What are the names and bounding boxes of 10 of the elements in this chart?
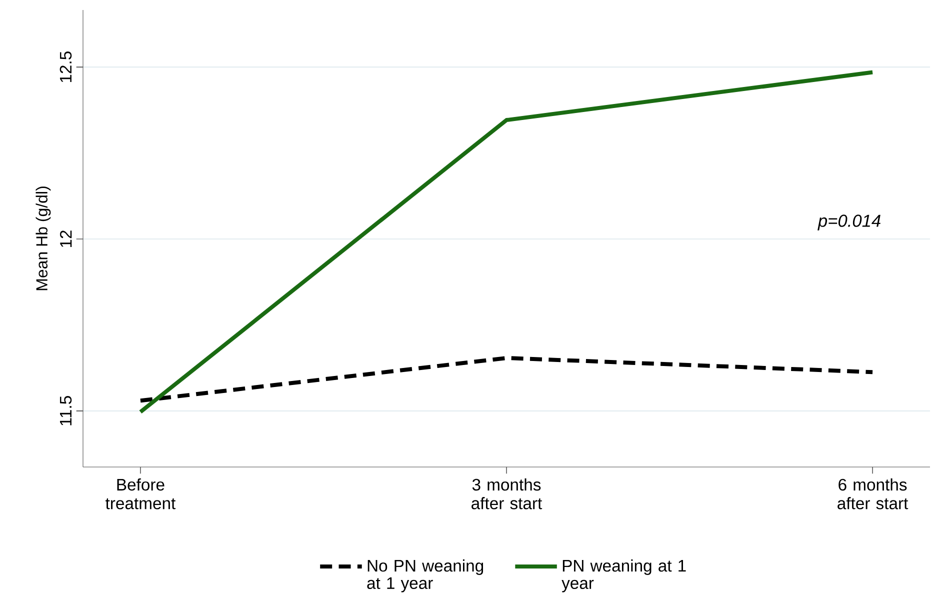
y-tick-label: 12: [60, 230, 72, 248]
annotation: p=0.014: [818, 214, 880, 230]
x-tick-label: Before treatment: [106, 478, 176, 510]
y-axis-title: Mean Hb (g/dl): [36, 186, 51, 290]
x-tick-label: 6 months after start: [838, 478, 908, 510]
legend-label: PN weaning at 1 year: [562, 559, 686, 592]
y-tick-label: 11.5: [60, 396, 72, 426]
x-tick-label: 3 months after start: [472, 478, 542, 510]
legend-label: No PN weaning at 1 year: [367, 559, 484, 592]
y-tick-label: 12.5: [60, 52, 72, 82]
